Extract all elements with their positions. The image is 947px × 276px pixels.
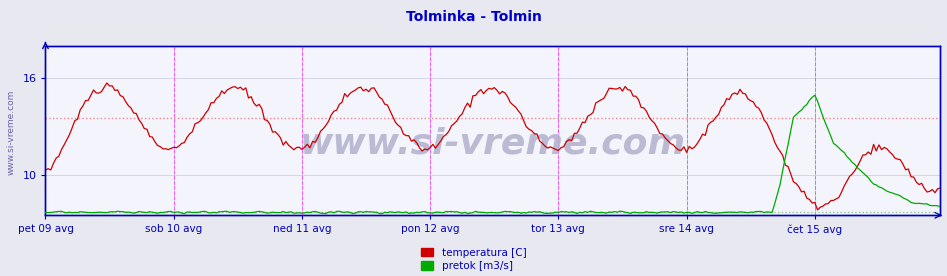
Text: www.si-vreme.com: www.si-vreme.com xyxy=(300,127,686,161)
Legend: temperatura [C], pretok [m3/s]: temperatura [C], pretok [m3/s] xyxy=(420,248,527,271)
Text: Tolminka - Tolmin: Tolminka - Tolmin xyxy=(405,10,542,24)
Text: www.si-vreme.com: www.si-vreme.com xyxy=(7,90,16,175)
